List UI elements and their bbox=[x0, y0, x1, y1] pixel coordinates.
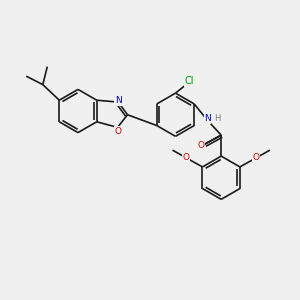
Text: O: O bbox=[115, 127, 122, 136]
Text: H: H bbox=[214, 114, 220, 123]
Text: N: N bbox=[204, 114, 211, 123]
Text: N: N bbox=[115, 96, 122, 105]
Text: O: O bbox=[198, 141, 205, 150]
Text: Cl: Cl bbox=[184, 76, 194, 86]
Text: O: O bbox=[253, 153, 260, 162]
Text: O: O bbox=[183, 153, 190, 162]
